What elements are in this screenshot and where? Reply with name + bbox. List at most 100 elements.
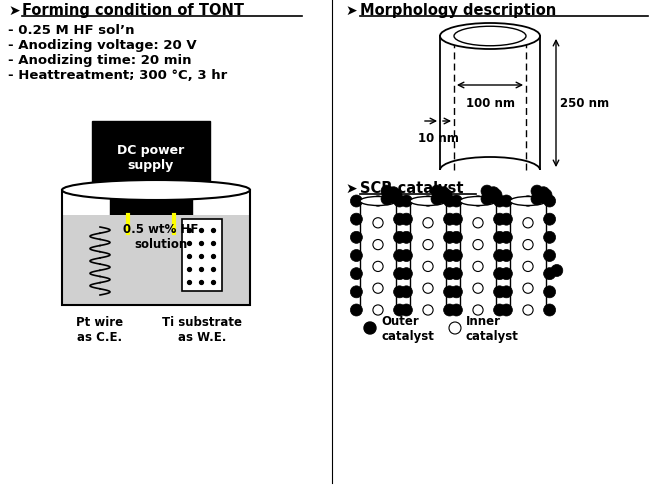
Text: Outer
catalyst: Outer catalyst: [381, 314, 434, 342]
Circle shape: [473, 284, 483, 294]
Circle shape: [500, 250, 513, 262]
Circle shape: [494, 268, 505, 280]
Circle shape: [373, 284, 383, 294]
Circle shape: [364, 323, 376, 334]
Circle shape: [488, 192, 500, 204]
Text: - Heattreatment; 300 °C, 3 hr: - Heattreatment; 300 °C, 3 hr: [8, 69, 227, 82]
Ellipse shape: [510, 197, 546, 206]
Ellipse shape: [440, 24, 540, 50]
Circle shape: [351, 196, 362, 207]
Circle shape: [401, 214, 413, 226]
Circle shape: [351, 305, 362, 316]
Circle shape: [500, 232, 513, 244]
Circle shape: [401, 232, 413, 244]
Circle shape: [523, 240, 533, 250]
Text: DC power
supply: DC power supply: [117, 143, 185, 172]
Text: 10 nm: 10 nm: [418, 132, 459, 145]
Circle shape: [500, 196, 513, 207]
Circle shape: [544, 305, 556, 316]
Text: ➤: ➤: [8, 4, 20, 18]
Circle shape: [444, 286, 455, 298]
Circle shape: [494, 214, 505, 226]
Ellipse shape: [454, 27, 526, 47]
Circle shape: [393, 286, 405, 298]
Text: ➤: ➤: [345, 182, 357, 196]
Circle shape: [351, 268, 362, 280]
Circle shape: [401, 305, 413, 316]
Circle shape: [438, 192, 449, 204]
Circle shape: [523, 284, 533, 294]
Bar: [62, 216, 250, 305]
Circle shape: [444, 250, 455, 262]
Circle shape: [373, 197, 383, 207]
Circle shape: [473, 240, 483, 250]
Circle shape: [450, 268, 463, 280]
Circle shape: [423, 197, 433, 207]
Circle shape: [523, 305, 533, 315]
Circle shape: [538, 192, 550, 204]
Text: - Anodizing time: 20 min: - Anodizing time: 20 min: [8, 54, 192, 67]
Bar: [438, 171, 542, 185]
Circle shape: [490, 190, 502, 202]
Circle shape: [373, 218, 383, 228]
Circle shape: [401, 250, 413, 262]
Circle shape: [423, 305, 433, 315]
Circle shape: [444, 268, 455, 280]
Circle shape: [500, 286, 513, 298]
Circle shape: [438, 187, 449, 199]
Circle shape: [393, 268, 405, 280]
Circle shape: [523, 262, 533, 272]
Circle shape: [450, 196, 463, 207]
Circle shape: [544, 250, 556, 262]
Circle shape: [444, 196, 455, 207]
Text: 250 nm: 250 nm: [560, 97, 609, 110]
Circle shape: [500, 305, 513, 316]
Bar: [62, 191, 250, 305]
Bar: [110, 194, 192, 216]
Circle shape: [473, 305, 483, 315]
Text: 0.5 wt% HF
solution: 0.5 wt% HF solution: [123, 223, 198, 251]
Text: ➤: ➤: [345, 4, 357, 18]
Circle shape: [473, 218, 483, 228]
Circle shape: [544, 196, 556, 207]
Circle shape: [423, 262, 433, 272]
Circle shape: [544, 286, 556, 298]
Circle shape: [500, 214, 513, 226]
Circle shape: [351, 250, 362, 262]
Text: Forming condition of TONT: Forming condition of TONT: [22, 3, 244, 19]
Circle shape: [423, 240, 433, 250]
Circle shape: [473, 197, 483, 207]
Circle shape: [401, 286, 413, 298]
Circle shape: [373, 262, 383, 272]
Circle shape: [494, 286, 505, 298]
Circle shape: [531, 186, 543, 198]
Circle shape: [431, 194, 443, 205]
Text: Morphology description: Morphology description: [360, 3, 556, 19]
Circle shape: [373, 240, 383, 250]
Ellipse shape: [410, 197, 446, 206]
Circle shape: [393, 305, 405, 316]
Text: 100 nm: 100 nm: [465, 97, 515, 110]
Circle shape: [423, 284, 433, 294]
Text: - Anodizing voltage: 20 V: - Anodizing voltage: 20 V: [8, 40, 196, 52]
Circle shape: [423, 218, 433, 228]
Ellipse shape: [360, 197, 396, 206]
Circle shape: [500, 268, 513, 280]
Circle shape: [540, 190, 552, 202]
Circle shape: [387, 187, 399, 199]
Circle shape: [393, 214, 405, 226]
Text: - 0.25 M HF sol’n: - 0.25 M HF sol’n: [8, 24, 134, 38]
Circle shape: [481, 186, 493, 198]
Circle shape: [481, 194, 493, 205]
Circle shape: [450, 286, 463, 298]
Text: Pt wire
as C.E.: Pt wire as C.E.: [76, 315, 124, 343]
Circle shape: [544, 232, 556, 244]
Text: Ti substrate
as W.E.: Ti substrate as W.E.: [162, 315, 242, 343]
Circle shape: [450, 305, 463, 316]
Circle shape: [390, 190, 402, 202]
Circle shape: [351, 286, 362, 298]
Circle shape: [431, 186, 443, 198]
Circle shape: [381, 186, 393, 198]
Circle shape: [444, 232, 455, 244]
Circle shape: [473, 262, 483, 272]
